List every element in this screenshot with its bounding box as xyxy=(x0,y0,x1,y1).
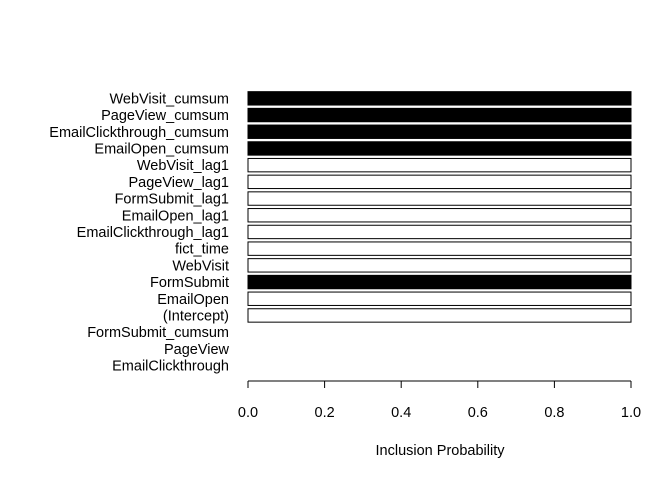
bar-webvisit-lag1 xyxy=(247,157,632,173)
bar-webvisit-cumsum xyxy=(247,91,632,106)
x-tick-label: 0.0 xyxy=(238,405,258,421)
category-label: (Intercept) xyxy=(163,308,229,324)
x-axis: 0.0 0.2 0.4 0.6 0.8 1.0 xyxy=(238,380,641,421)
x-tick-label: 0.2 xyxy=(315,405,335,421)
x-tick-label: 1.0 xyxy=(621,405,641,421)
category-label: FormSubmit xyxy=(150,275,229,291)
category-labels: WebVisit_cumsumPageView_cumsumEmailClick… xyxy=(49,91,229,374)
category-label: PageView_cumsum xyxy=(101,108,229,124)
bar-emailopen-lag1 xyxy=(247,208,632,223)
x-tick-label: 0.4 xyxy=(391,405,411,421)
category-label: PageView xyxy=(164,342,230,358)
x-axis-title: Inclusion Probability xyxy=(376,443,506,459)
bar-emailopen-cumsum xyxy=(247,141,632,156)
category-label: EmailClickthrough_lag1 xyxy=(77,225,229,241)
bar-emailclickthrough-cumsum xyxy=(247,124,632,139)
category-label: PageView_lag1 xyxy=(128,175,229,191)
bar-formsubmit-lag1 xyxy=(247,191,632,206)
x-tick-label: 0.8 xyxy=(544,405,564,421)
category-label: EmailOpen_cumsum xyxy=(94,141,229,157)
category-label: EmailClickthrough_cumsum xyxy=(49,125,229,141)
bar-pageview-lag1 xyxy=(247,174,632,190)
bar-emailclickthrough-lag1 xyxy=(247,224,632,240)
category-label: FormSubmit_cumsum xyxy=(87,325,229,341)
bar-emailopen xyxy=(247,291,632,306)
category-label: EmailClickthrough xyxy=(112,359,229,375)
category-label: EmailOpen xyxy=(157,292,229,308)
category-label: WebVisit xyxy=(172,258,229,274)
category-label: fict_time xyxy=(175,242,229,258)
x-tick-label: 0.6 xyxy=(468,405,488,421)
category-label: WebVisit_cumsum xyxy=(109,91,229,107)
bar-fict-time xyxy=(247,241,632,256)
bars-layer xyxy=(247,91,632,323)
category-label: EmailOpen_lag1 xyxy=(122,208,229,224)
bar-pageview-cumsum xyxy=(247,107,632,123)
category-label: WebVisit_lag1 xyxy=(137,158,229,174)
bar-formsubmit xyxy=(247,274,632,290)
bar-intercept xyxy=(247,308,632,323)
category-label: FormSubmit_lag1 xyxy=(115,192,229,208)
bar-webvisit xyxy=(247,258,632,273)
